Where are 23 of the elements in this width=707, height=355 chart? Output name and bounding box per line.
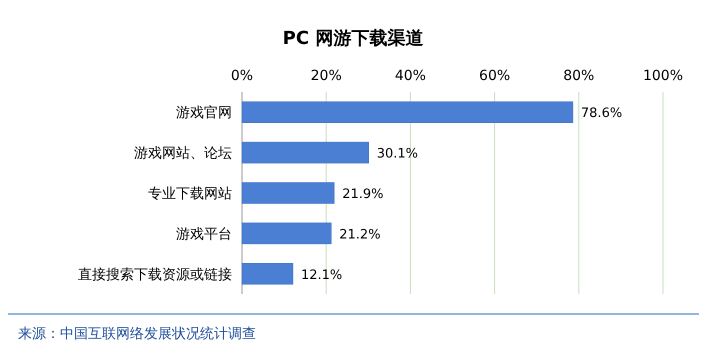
x-tick-label: 40% xyxy=(394,68,426,84)
y-tick-label: 游戏官网 xyxy=(176,105,232,122)
x-tick-label: 80% xyxy=(563,68,594,84)
bar xyxy=(242,101,574,123)
bar xyxy=(242,182,334,204)
y-tick-label: 直接搜索下载资源或链接 xyxy=(78,266,232,283)
y-tick-label: 游戏网站、论坛 xyxy=(134,146,232,162)
data-label: 12.1% xyxy=(300,268,342,283)
chart-title: PC 网游下载渠道 xyxy=(282,28,424,49)
data-label: 21.2% xyxy=(339,227,381,242)
x-tick-label: 60% xyxy=(479,68,510,84)
bar xyxy=(242,142,369,164)
y-tick-label: 专业下载网站 xyxy=(148,186,232,202)
data-label: 30.1% xyxy=(376,146,418,162)
source-note: 来源：中国互联网络发展状况统计调查 xyxy=(18,326,256,342)
data-label: 78.6% xyxy=(580,106,622,122)
y-tick-label: 游戏平台 xyxy=(176,226,232,242)
bar xyxy=(242,263,294,285)
bar xyxy=(242,222,332,244)
data-label: 21.9% xyxy=(342,187,384,202)
x-tick-label: 0% xyxy=(230,68,254,84)
x-tick-label: 20% xyxy=(310,68,342,84)
x-tick-label: 100% xyxy=(642,68,684,84)
